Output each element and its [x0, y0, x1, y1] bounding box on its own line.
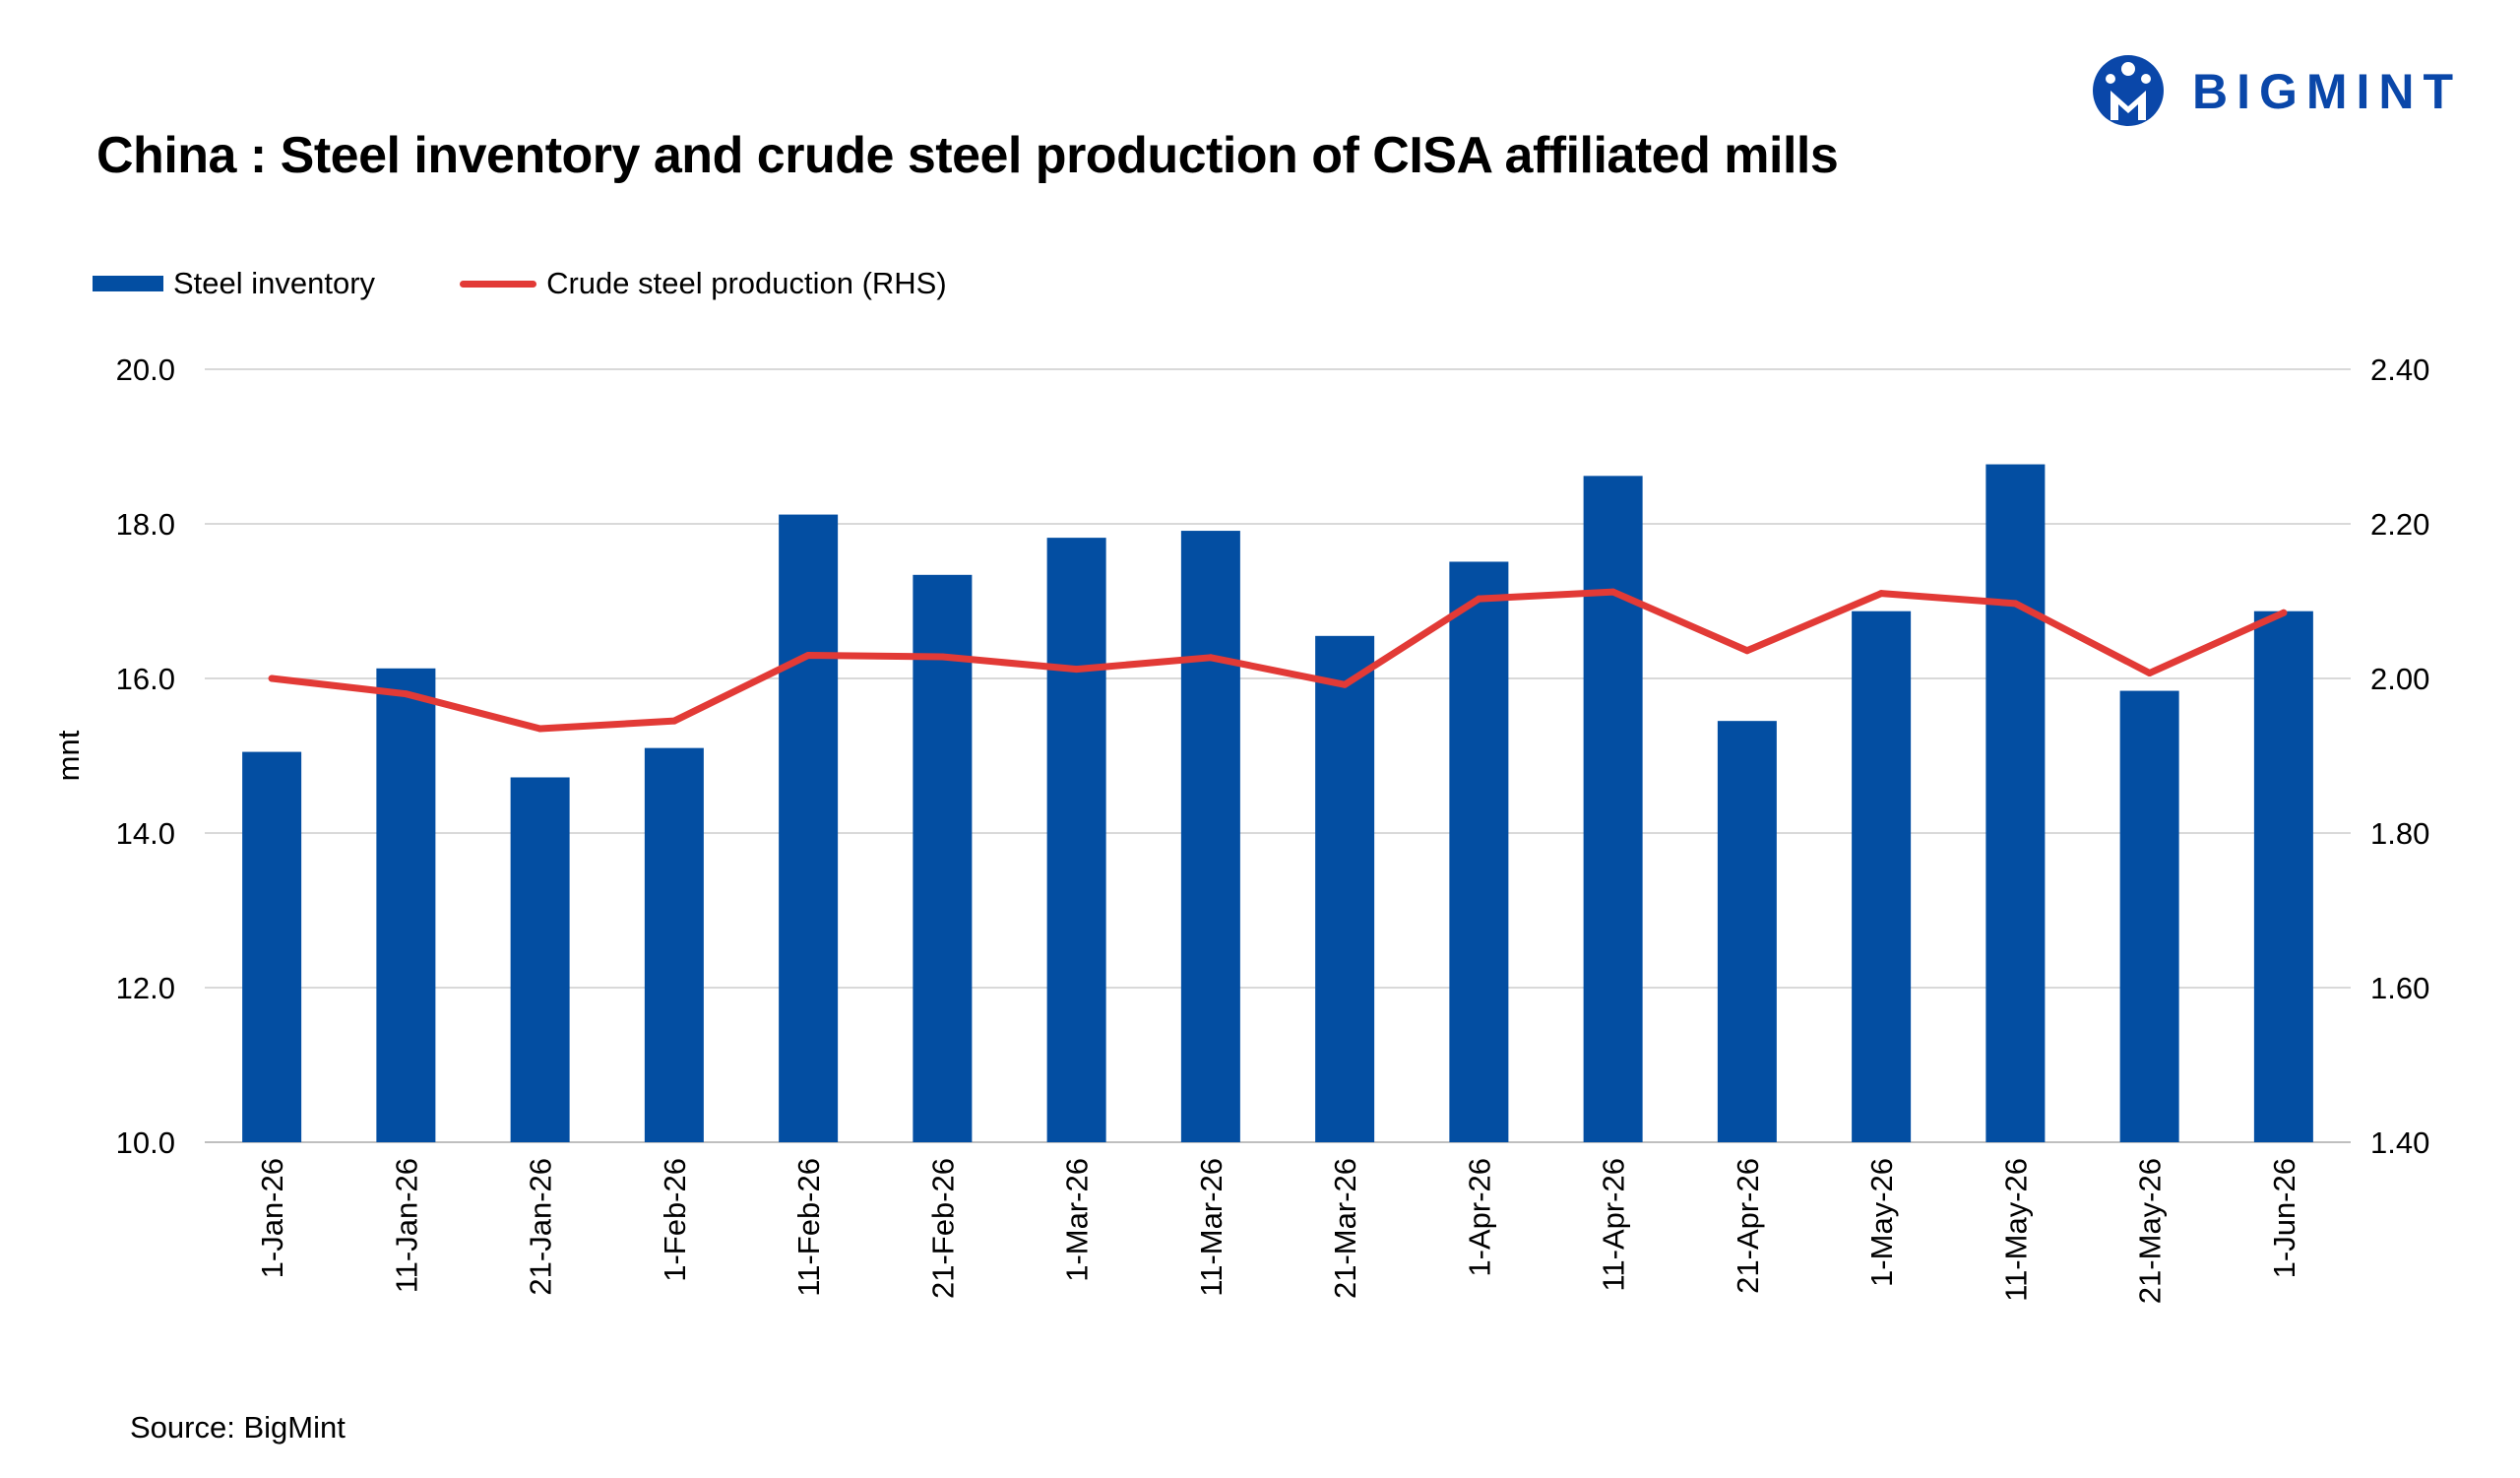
- y2-tick-label: 2.40: [2370, 353, 2429, 387]
- point-crude-steel-production: [1207, 654, 1215, 662]
- bar-steel-inventory: [1046, 538, 1106, 1142]
- y2-tick-label: 2.00: [2370, 662, 2429, 696]
- point-crude-steel-production: [1609, 588, 1617, 596]
- x-tick-label: 21-May-26: [2133, 1158, 2168, 1304]
- bar-steel-inventory: [1852, 610, 1912, 1142]
- y2-tick-label: 1.80: [2370, 816, 2429, 851]
- series-line-crude-steel-production: [268, 588, 2288, 733]
- bar-steel-inventory: [779, 514, 839, 1142]
- point-crude-steel-production: [1341, 680, 1349, 688]
- y-tick-label: 14.0: [116, 816, 175, 851]
- y2-tick-label: 2.20: [2370, 507, 2429, 542]
- y-tick-label: 10.0: [116, 1125, 175, 1160]
- x-tick-label: 1-Jun-26: [2267, 1158, 2301, 1278]
- x-tick-label: 1-Mar-26: [1060, 1158, 1095, 1282]
- point-crude-steel-production: [1073, 666, 1081, 674]
- legend-label-steel-inventory: Steel inventory: [173, 266, 376, 300]
- y-axis-label: mnt: [51, 730, 86, 781]
- point-crude-steel-production: [2011, 600, 2019, 608]
- point-crude-steel-production: [1877, 590, 1885, 598]
- brand-logo: BIGMINT: [2089, 51, 2492, 130]
- point-crude-steel-production: [536, 725, 544, 733]
- x-tick-label: 11-Mar-26: [1194, 1158, 1228, 1297]
- y-tick-label: 20.0: [116, 353, 175, 387]
- y-tick-label: 12.0: [116, 971, 175, 1005]
- point-crude-steel-production: [268, 675, 276, 682]
- bar-steel-inventory: [1449, 561, 1509, 1142]
- y2-tick-label: 1.60: [2370, 971, 2429, 1005]
- x-tick-label: 1-Feb-26: [658, 1158, 692, 1282]
- x-tick-label: 11-Apr-26: [1597, 1158, 1631, 1292]
- bar-steel-inventory: [1315, 635, 1375, 1142]
- x-tick-label: 21-Mar-26: [1328, 1158, 1362, 1299]
- point-crude-steel-production: [2280, 609, 2288, 616]
- x-tick-label: 11-May-26: [1998, 1158, 2033, 1302]
- bar-steel-inventory: [1985, 464, 2046, 1142]
- y-tick-label: 18.0: [116, 507, 175, 542]
- bar-steel-inventory: [2253, 610, 2313, 1142]
- x-tick-label: 1-Apr-26: [1462, 1158, 1496, 1277]
- bar-steel-inventory: [1717, 721, 1777, 1142]
- y2-tick-label: 1.40: [2370, 1125, 2429, 1160]
- x-tick-label: 1-Jan-26: [255, 1158, 289, 1278]
- bar-steel-inventory: [644, 747, 704, 1142]
- x-tick-label: 21-Feb-26: [925, 1158, 960, 1299]
- chart-title: China : Steel inventory and crude steel …: [96, 127, 1839, 184]
- bar-steel-inventory: [1180, 531, 1240, 1142]
- bar-steel-inventory: [1583, 476, 1643, 1143]
- chart-legend: Steel inventory Crude steel production (…: [93, 262, 1032, 305]
- point-crude-steel-production: [670, 717, 678, 725]
- legend-swatch-bar: [93, 276, 163, 291]
- x-tick-label: 11-Feb-26: [791, 1158, 826, 1297]
- x-tick-label: 11-Jan-26: [389, 1158, 423, 1293]
- y-tick-label: 16.0: [116, 662, 175, 696]
- x-tick-label: 21-Apr-26: [1731, 1158, 1765, 1294]
- legend-item-steel-inventory: Steel inventory: [93, 266, 375, 301]
- point-crude-steel-production: [1475, 595, 1482, 603]
- logo-text: BIGMINT: [2192, 64, 2463, 119]
- point-crude-steel-production: [1743, 647, 1751, 655]
- bar-steel-inventory: [2119, 690, 2179, 1142]
- bar-steel-inventory: [242, 751, 302, 1142]
- bar-steel-inventory: [913, 574, 973, 1142]
- point-crude-steel-production: [804, 651, 812, 659]
- point-crude-steel-production: [938, 653, 946, 661]
- bigmint-logo-icon: [2093, 55, 2164, 126]
- x-tick-label: 21-Jan-26: [524, 1158, 558, 1296]
- legend-label-crude-steel-production: Crude steel production (RHS): [546, 266, 947, 300]
- point-crude-steel-production: [2146, 670, 2154, 677]
- x-tick-label: 1-May-26: [1864, 1158, 1899, 1287]
- bar-steel-inventory: [376, 668, 436, 1142]
- legend-item-crude-steel-production: Crude steel production (RHS): [460, 266, 947, 301]
- source-note: Source: BigMint: [130, 1410, 346, 1445]
- legend-swatch-line: [460, 280, 537, 288]
- point-crude-steel-production: [402, 690, 410, 698]
- bar-steel-inventory: [510, 777, 570, 1142]
